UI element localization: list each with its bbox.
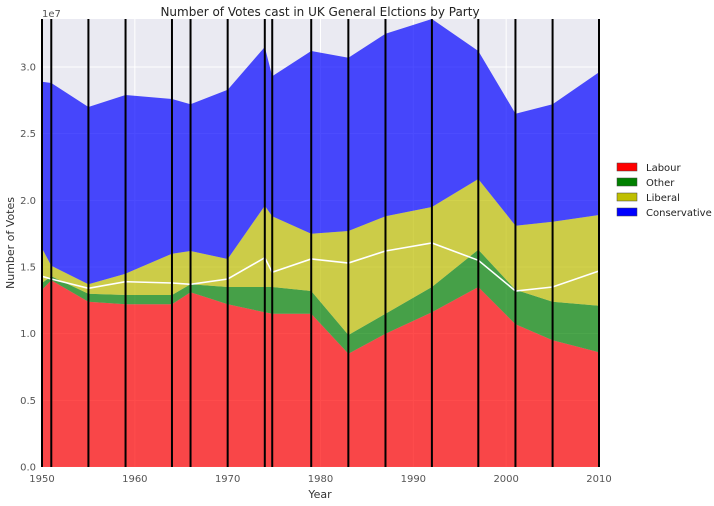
legend-swatch-conservative (616, 207, 638, 217)
area-conservative (42, 19, 599, 285)
x-tick-label: 1970 (215, 474, 240, 485)
legend-label-liberal: Liberal (646, 193, 680, 204)
legend-label-labour: Labour (646, 163, 682, 174)
tick-labels: 1950 1960 1970 1980 1990 2000 2010 0.0 0.5 1.0 1.5… (20, 63, 612, 486)
x-tick-label: 1960 (122, 474, 147, 485)
x-tick-label: 1990 (401, 474, 426, 485)
y-tick-label: 2.0 (20, 196, 36, 207)
area-other (42, 249, 599, 354)
legend-label-conservative: Conservative (646, 208, 712, 219)
x-tick-label: 2000 (493, 474, 518, 485)
x-tick-label: 1950 (29, 474, 54, 485)
x-tick-label: 2010 (586, 474, 611, 485)
y-tick-label: 2.5 (20, 129, 36, 140)
chart-title: Number of Votes cast in UK General Elcti… (160, 5, 479, 19)
y-axis-title: Number of Votes (4, 197, 17, 289)
y-tick-label: 1.5 (20, 263, 36, 274)
x-axis-title: Year (307, 488, 332, 501)
legend-label-other: Other (646, 178, 675, 189)
stacked-areas (41, 19, 600, 467)
legend-swatch-labour (616, 162, 638, 172)
area-liberal (42, 179, 599, 335)
y-tick-label: 1.0 (20, 329, 36, 340)
election-lines (41, 19, 600, 467)
x-tick-label: 1980 (308, 474, 333, 485)
y-tick-label: 0.0 (20, 463, 36, 474)
y-tick-label: 3.0 (20, 63, 36, 74)
legend-swatch-other (616, 177, 638, 187)
y-offset-label: 1e7 (42, 9, 61, 20)
legend: Labour Other Liberal Conservative (616, 162, 712, 219)
area-labour (42, 280, 599, 467)
y-tick-label: 0.5 (20, 396, 36, 407)
legend-swatch-liberal (616, 192, 638, 202)
